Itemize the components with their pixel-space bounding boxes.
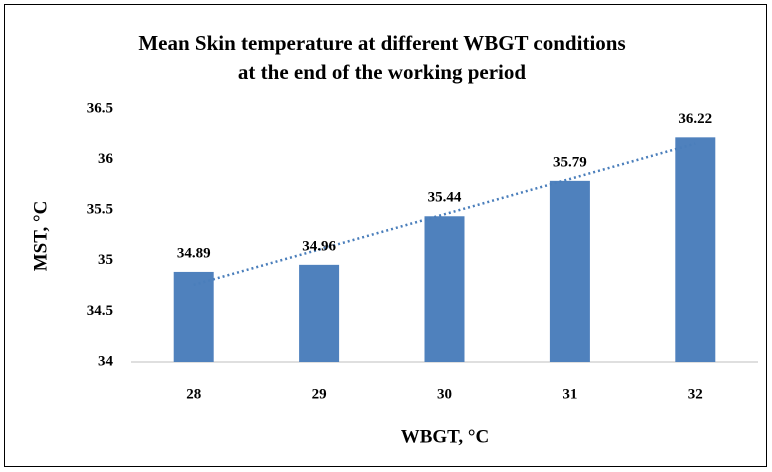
chart-frame bbox=[4, 4, 767, 467]
data-label: 34.89 bbox=[177, 245, 211, 261]
y-tick-label: 36 bbox=[98, 151, 114, 167]
data-label: 35.44 bbox=[428, 190, 462, 206]
x-tick-label: 31 bbox=[562, 386, 577, 402]
bar bbox=[299, 264, 340, 362]
data-label: 34.96 bbox=[302, 238, 336, 254]
bar bbox=[549, 180, 590, 362]
data-label: 35.79 bbox=[553, 154, 587, 170]
chart-title: at the end of the working period bbox=[238, 60, 526, 84]
bar bbox=[675, 137, 716, 362]
trendline bbox=[193, 142, 696, 287]
x-tick-label: 29 bbox=[312, 386, 327, 402]
y-tick-label: 35.5 bbox=[87, 202, 113, 218]
y-tick-label: 36.5 bbox=[87, 100, 113, 116]
x-tick-label: 30 bbox=[437, 386, 452, 402]
bar bbox=[173, 271, 214, 362]
chart-title: Mean Skin temperature at different WBGT … bbox=[138, 31, 625, 55]
bar bbox=[424, 216, 465, 362]
y-axis-title: MST, °C bbox=[30, 201, 51, 272]
y-tick-label: 34.5 bbox=[87, 303, 113, 319]
x-tick-label: 32 bbox=[688, 386, 703, 402]
y-tick-label: 35 bbox=[98, 252, 113, 268]
y-tick-label: 34 bbox=[98, 353, 114, 369]
x-axis-title: WBGT, °C bbox=[401, 426, 490, 447]
x-tick-label: 28 bbox=[186, 386, 201, 402]
data-label: 36.22 bbox=[678, 111, 712, 127]
